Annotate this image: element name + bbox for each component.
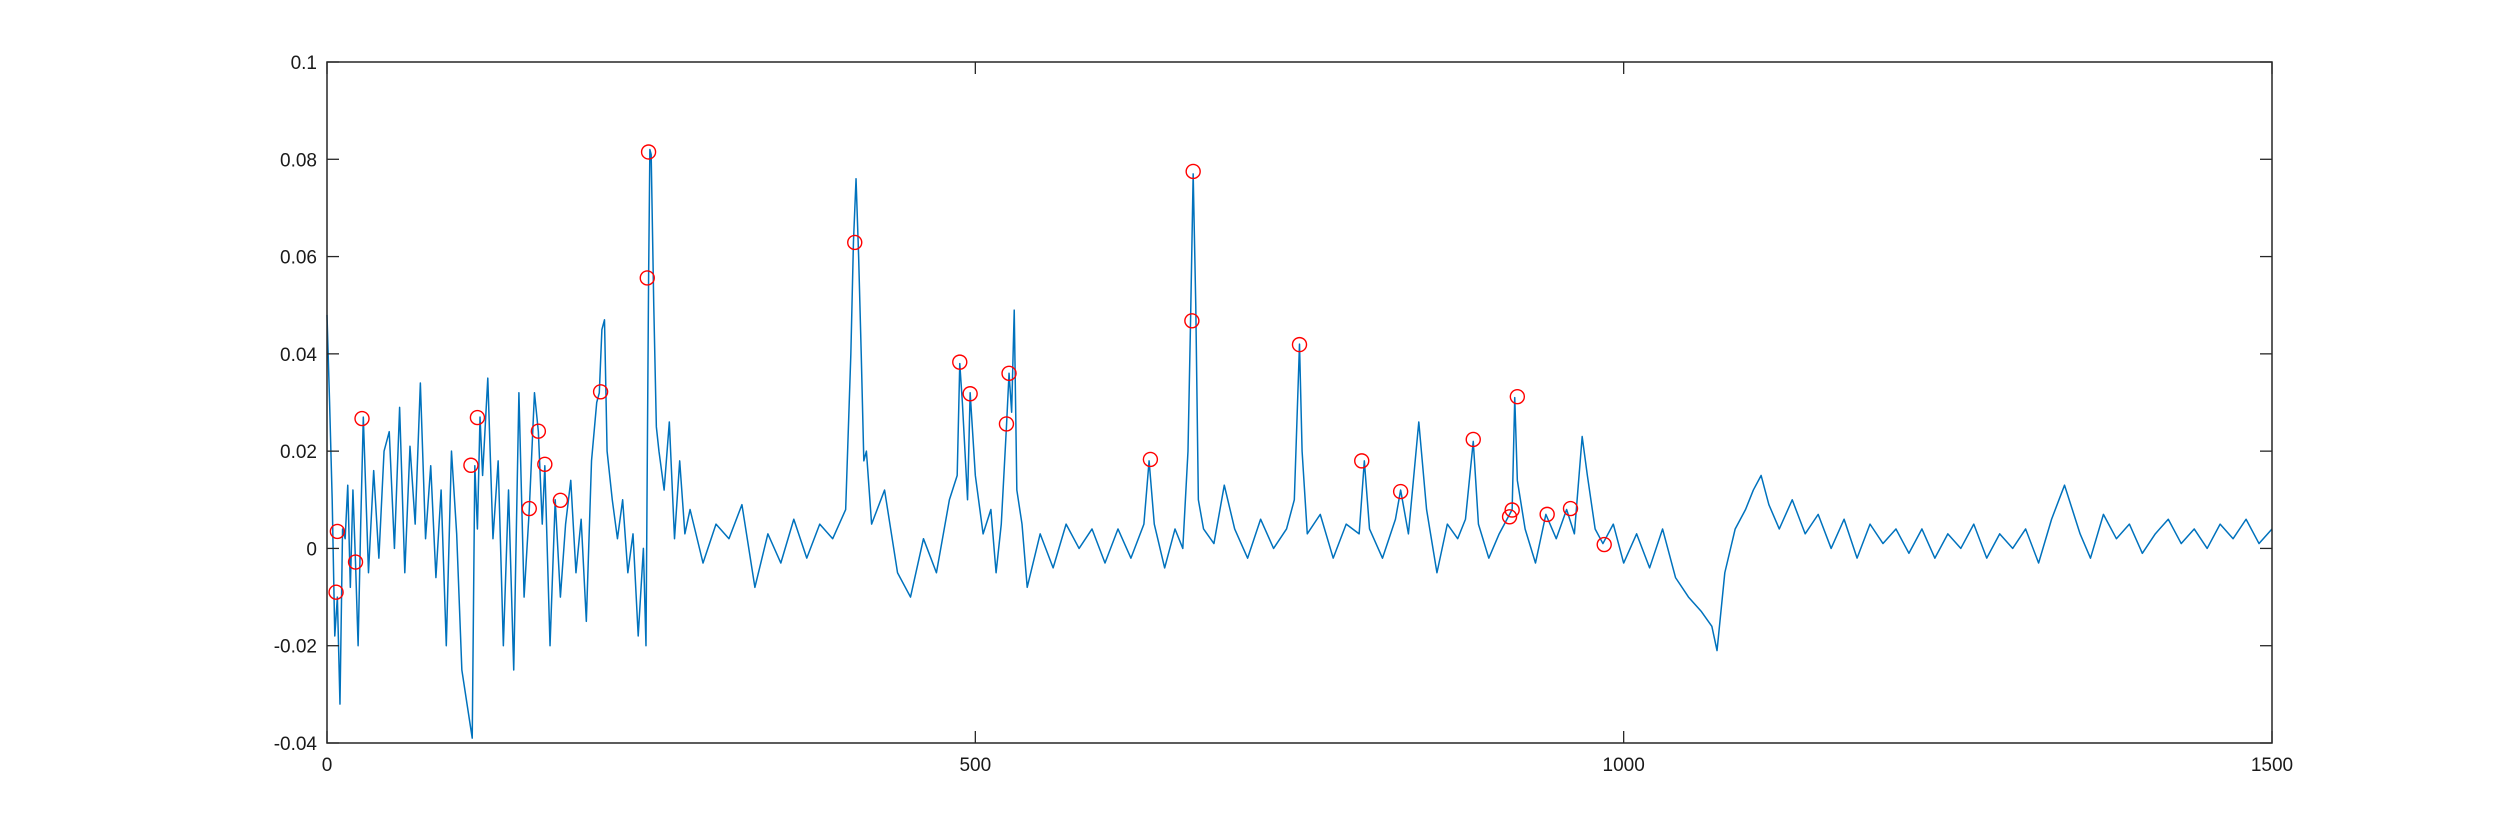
peak-marker [998, 416, 1015, 432]
peak-marker [592, 384, 609, 400]
y-tick-label: -0.02 [274, 637, 317, 658]
y-tick-label: 0.08 [280, 150, 317, 171]
peak-marker [1142, 451, 1159, 468]
peak-marker [329, 523, 346, 540]
y-tick-label: 0.06 [280, 248, 317, 269]
peak-marker [1501, 509, 1518, 525]
peak-marker [1001, 365, 1017, 382]
peak-marker [1354, 453, 1370, 469]
peak-marker [552, 492, 569, 508]
peak-marker [639, 270, 655, 286]
x-tick-label: 0 [322, 755, 333, 776]
peak-marker [1509, 388, 1526, 405]
marker-layer [328, 144, 1612, 600]
y-tick-label: -0.04 [274, 734, 318, 755]
series-layer [326, 148, 2273, 739]
y-tick-label: 0.04 [280, 345, 317, 366]
peak-marker [530, 423, 547, 439]
peak-marker [847, 234, 863, 251]
peak-marker [537, 456, 553, 472]
peak-marker [1596, 536, 1612, 553]
x-tick-label: 500 [959, 755, 991, 776]
y-tick-label: 0.02 [280, 442, 317, 463]
y-tick-label: 0.1 [291, 53, 317, 74]
peak-marker [1184, 313, 1200, 329]
peak-marker [1562, 500, 1579, 517]
peak-marker [521, 500, 537, 517]
peak-marker [347, 554, 364, 570]
peak-marker [640, 144, 657, 160]
peak-marker [1504, 502, 1520, 518]
y-tick-label: 0 [306, 539, 317, 560]
peak-marker [1392, 483, 1409, 500]
x-tick-label: 1000 [1603, 755, 1645, 776]
tick-label-layer: 0 500 1000 1500 -0.04 -0.02 0 0.02 0.04 0.06 0.08 0… [274, 53, 2293, 776]
peak-marker [469, 409, 486, 426]
peak-marker [1291, 336, 1308, 353]
x-tick-label: 1500 [2251, 755, 2293, 776]
peak-marker [354, 410, 370, 427]
peak-marker [1539, 506, 1555, 523]
peak-marker [463, 457, 479, 473]
tick-layer [326, 61, 2273, 744]
peak-marker [328, 584, 344, 600]
peak-marker [952, 354, 968, 370]
peak-marker [962, 386, 978, 402]
plot-frame [326, 61, 2273, 744]
signal-line [326, 148, 2273, 739]
peak-marker [1185, 163, 1201, 180]
peak-marker [1465, 431, 1481, 448]
